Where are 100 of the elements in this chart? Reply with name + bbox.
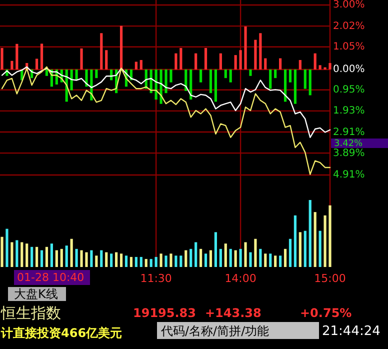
x-tick-label: 15:00: [314, 272, 346, 285]
bar: [105, 252, 108, 267]
bar: [194, 242, 198, 267]
bar: [130, 256, 133, 267]
bar: [70, 238, 73, 267]
text: 19195.83: [133, 306, 196, 320]
bar: [318, 65, 322, 70]
bar: [308, 200, 312, 267]
bar: [288, 69, 292, 82]
bar: [80, 48, 83, 70]
bar: [55, 250, 58, 267]
bar: [279, 58, 282, 70]
bar: [140, 256, 142, 267]
text: 3.42%: [334, 139, 364, 149]
bar: [16, 44, 18, 70]
bar: [244, 26, 247, 70]
bar: [170, 69, 172, 82]
y-tick-label: 2.02%: [333, 20, 365, 32]
bar: [35, 58, 38, 70]
bar: [20, 242, 24, 267]
bar: [254, 238, 257, 267]
bar: [308, 69, 312, 96]
bar: [45, 246, 48, 267]
bar: [274, 69, 277, 78]
bar: [140, 60, 142, 70]
bar: [115, 252, 118, 267]
bar: [298, 232, 302, 267]
y-tick-label: 0.00%: [333, 64, 365, 76]
bar: [199, 69, 202, 82]
bar: [30, 246, 34, 267]
text: 21:44:24: [322, 324, 380, 339]
bar: [75, 69, 78, 80]
text: 大盘K线: [14, 287, 58, 301]
bar: [219, 248, 222, 267]
bar: [164, 69, 168, 94]
bar: [209, 69, 212, 94]
text: 计直接投资466亿美元: [0, 326, 122, 340]
bar: [174, 53, 178, 70]
bar: [219, 53, 222, 70]
bar: [254, 40, 257, 70]
bar: [204, 254, 208, 267]
bar: [65, 246, 68, 267]
bar: [204, 48, 208, 70]
y-tick-label: 1.93%: [333, 106, 365, 117]
bar: [124, 256, 128, 267]
text: 代码/名称/简拼/功能: [160, 324, 270, 338]
bar: [199, 248, 202, 267]
bar: [154, 256, 158, 267]
bar: [224, 69, 227, 78]
bar: [190, 248, 192, 267]
bar: [244, 242, 247, 267]
bar: [298, 60, 302, 70]
y-tick-label: 2.91%: [333, 126, 365, 138]
bar: [85, 252, 88, 267]
bar: [249, 69, 252, 76]
bar: [304, 230, 306, 267]
bar: [239, 248, 242, 267]
bar: [239, 50, 242, 70]
bar: [40, 44, 44, 70]
bar: [314, 53, 316, 70]
x-tick-label: 11:30: [140, 272, 172, 285]
y-tick-label: 0.95%: [333, 84, 365, 96]
bar: [10, 60, 14, 70]
bar: [45, 69, 48, 76]
bar: [314, 212, 316, 267]
bar: [35, 246, 38, 267]
bar: [190, 69, 192, 100]
bar: [75, 248, 78, 267]
bar: [269, 69, 272, 89]
bar: [40, 250, 44, 267]
bar: [284, 69, 287, 102]
bar: [328, 63, 332, 70]
bar: [144, 258, 148, 267]
bar: [269, 254, 272, 267]
bar: [120, 254, 123, 267]
bar: [85, 69, 88, 87]
bar: [174, 256, 178, 267]
bar: [164, 256, 168, 267]
bar: [304, 69, 306, 89]
text: 01-28 10:40: [17, 271, 84, 284]
bar: [10, 242, 14, 267]
bar: [100, 33, 103, 70]
bar: [264, 254, 267, 267]
bar: [294, 69, 297, 104]
bar: [6, 228, 8, 267]
bar: [288, 238, 292, 267]
bar: [259, 33, 262, 70]
line-series: [1, 66, 331, 138]
bar: [234, 250, 237, 267]
y-tick-label: 3.00%: [333, 0, 365, 11]
y-tick-label: 1.05%: [333, 42, 365, 53]
text: +0.75%: [300, 306, 352, 320]
x-tick-label: 14:00: [224, 272, 256, 285]
bar: [184, 250, 188, 267]
bar: [95, 69, 98, 78]
bar: [50, 244, 53, 267]
bar: [134, 256, 138, 267]
bar: [180, 48, 182, 70]
bar: [160, 254, 162, 267]
bar: [120, 26, 123, 70]
